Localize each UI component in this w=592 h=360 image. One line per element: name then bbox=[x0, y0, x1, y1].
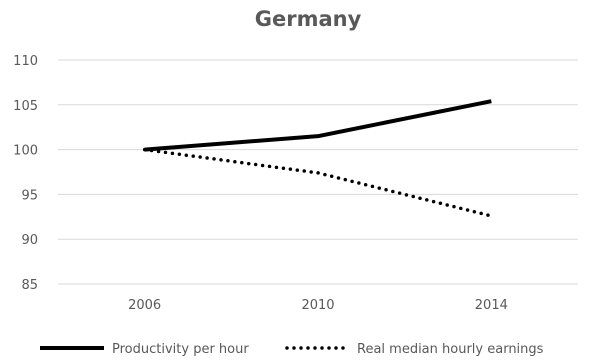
x-tick-label: 2006 bbox=[128, 298, 161, 313]
chart-title: Germany bbox=[255, 7, 362, 31]
legend: Productivity per hour Real median hourly … bbox=[40, 342, 544, 357]
legend-label-2: Real median hourly earnings bbox=[357, 342, 544, 357]
series-lines bbox=[142, 99, 494, 218]
x-tick-label: 2014 bbox=[475, 298, 508, 313]
y-tick-label: 105 bbox=[13, 99, 38, 114]
y-tick-label: 90 bbox=[21, 233, 38, 248]
y-tick-label: 85 bbox=[21, 278, 38, 293]
series-line-1 bbox=[144, 99, 492, 152]
y-tick-label: 110 bbox=[13, 54, 38, 69]
x-tick-label: 2010 bbox=[301, 298, 334, 313]
series-line-2 bbox=[142, 147, 494, 218]
y-tick-label: 100 bbox=[13, 144, 38, 159]
y-tick-label: 95 bbox=[21, 188, 38, 203]
x-axis-ticks: 2006 2010 2014 bbox=[128, 298, 508, 313]
y-axis-ticks: 85 90 95 100 105 110 bbox=[13, 54, 38, 293]
legend-label-1: Productivity per hour bbox=[112, 342, 249, 357]
